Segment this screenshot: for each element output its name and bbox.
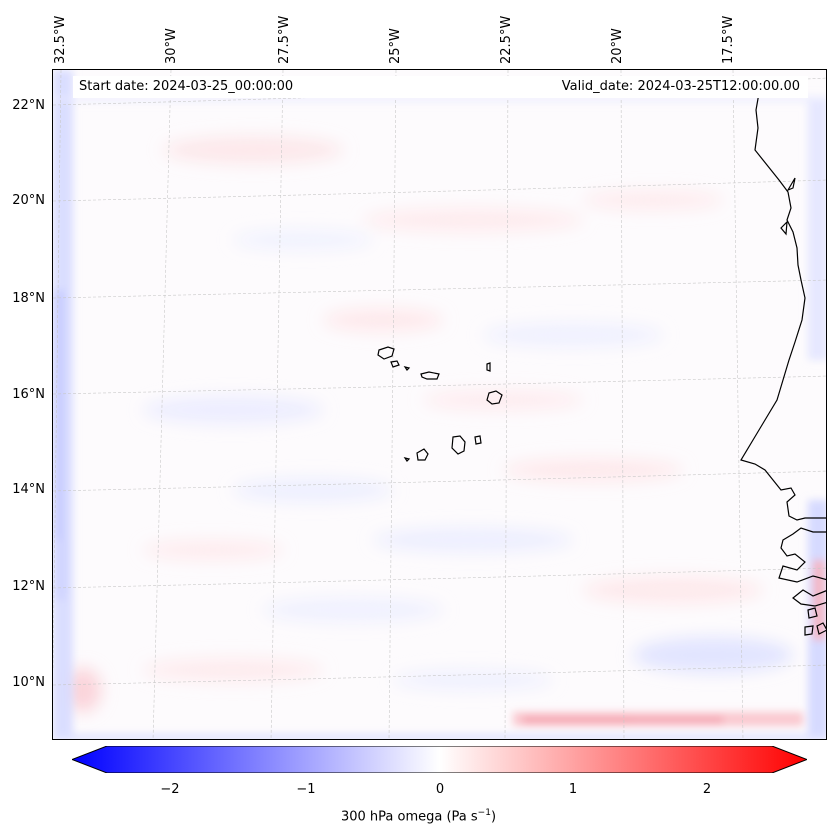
valid-date-label: Valid_date: 2024-03-25T12:00:00.00 bbox=[561, 79, 800, 94]
info-bar bbox=[73, 76, 808, 98]
map-panel[interactable]: Start date: 2024-03-25_00:00:00 Valid_da… bbox=[52, 69, 827, 740]
colorbar-label-prefix: 300 hPa omega (Pa s bbox=[340, 809, 478, 825]
lat-label-14n: 14°N bbox=[12, 482, 45, 497]
lat-label-10n: 10°N bbox=[12, 675, 45, 690]
colorbar-gradient bbox=[72, 746, 807, 773]
african-coastline bbox=[740, 92, 826, 636]
start-date-label: Start date: 2024-03-25_00:00:00 bbox=[79, 79, 294, 94]
lat-label-16n: 16°N bbox=[12, 387, 45, 402]
omega-field-patches bbox=[65, 136, 793, 712]
lon-label-32.5w: 32.5°W bbox=[53, 15, 68, 64]
colorbar-label-suffix: ) bbox=[490, 809, 497, 825]
lon-label-17.5w: 17.5°W bbox=[721, 15, 736, 64]
colorbar-tick-0: 0 bbox=[435, 782, 445, 797]
lat-label-12n: 12°N bbox=[12, 579, 45, 594]
colorbar-label-exp: −1 bbox=[477, 808, 491, 818]
lat-label-20n: 20°N bbox=[12, 193, 45, 208]
lat-label-18n: 18°N bbox=[12, 291, 45, 306]
lon-label-22.5w: 22.5°W bbox=[499, 15, 514, 64]
omega-field-map bbox=[53, 70, 826, 739]
lon-label-30w: 30°W bbox=[164, 28, 179, 64]
cape-verde-islands bbox=[377, 346, 503, 462]
colorbar-tick-neg2: −2 bbox=[160, 782, 180, 797]
boundary-bands bbox=[53, 70, 826, 739]
colorbar-tick-1: 1 bbox=[568, 782, 578, 797]
lon-label-27.5w: 27.5°W bbox=[277, 15, 292, 64]
colorbar-label: 300 hPa omega (Pa s−1) bbox=[0, 808, 837, 824]
lon-label-20w: 20°W bbox=[610, 28, 625, 64]
colorbar-tick-2: 2 bbox=[702, 782, 712, 797]
colorbar-tick-neg1: −1 bbox=[296, 782, 316, 797]
lat-label-22n: 22°N bbox=[12, 98, 45, 113]
lon-label-25w: 25°W bbox=[388, 28, 403, 64]
colorbar bbox=[72, 746, 807, 773]
